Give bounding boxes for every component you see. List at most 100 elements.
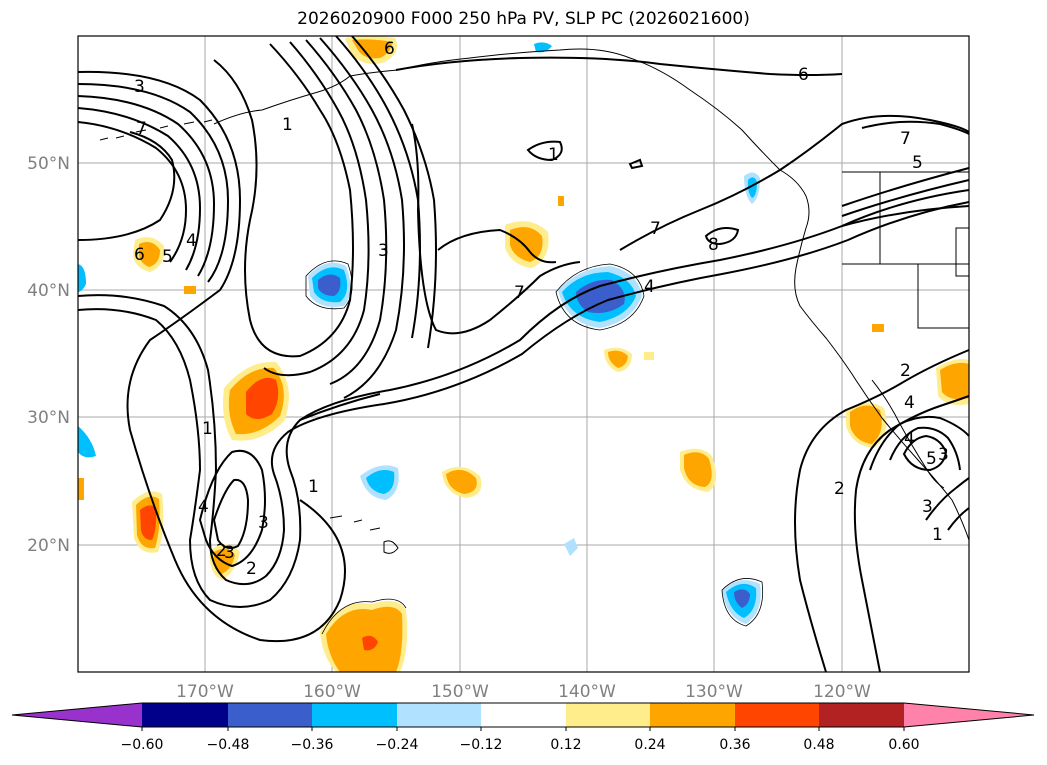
contour-label: 1 xyxy=(548,145,559,165)
pv-outline xyxy=(555,263,645,331)
slp-contour xyxy=(213,43,354,358)
pv-anomaly-positive xyxy=(213,548,235,574)
lon-tick-label: 120°W xyxy=(813,682,871,702)
slp-contour xyxy=(841,167,970,207)
contour-label: 4 xyxy=(904,393,915,413)
lat-tick-label: 20°N xyxy=(27,536,70,556)
pv-anomaly-positive xyxy=(138,242,160,267)
contour-label: 7 xyxy=(514,283,525,303)
pv-anomaly-negative xyxy=(534,42,552,53)
contour-label: 7 xyxy=(650,219,661,239)
pv-anomaly-positive xyxy=(446,469,477,494)
colorbar-tick-label: 0.24 xyxy=(634,737,665,753)
pv-anomaly-negative xyxy=(576,279,625,313)
contour-label: 2 xyxy=(216,541,227,561)
contour-labels: 3 7 1 6 4 7 3 1 3 7 4 8 7 5 6 5 4 1 2 3 … xyxy=(134,39,949,579)
contour-label: 5 xyxy=(926,449,937,469)
slp-contour xyxy=(335,35,421,339)
map-title: 2026020900 F000 250 hPa PV, SLP PC (2026… xyxy=(297,9,750,29)
pv-anomaly-positive xyxy=(608,350,628,368)
colorbar-tick-label: 0.36 xyxy=(719,737,750,753)
aleutian-islands xyxy=(99,119,213,141)
slp-contour xyxy=(77,70,346,643)
contour-label: 1 xyxy=(202,419,213,439)
contour-label: 6 xyxy=(134,245,145,265)
colorbar-swatch xyxy=(819,703,904,727)
colorbar-tick-label: 0.60 xyxy=(888,737,919,753)
pv-anomaly-negative xyxy=(318,274,341,296)
slp-contour xyxy=(947,507,970,531)
colorbar-tick-label: −0.60 xyxy=(121,737,164,753)
baja-california xyxy=(871,379,945,489)
contour-label: 3 xyxy=(258,513,269,533)
slp-contour xyxy=(198,449,266,568)
contour-label: 4 xyxy=(644,277,655,297)
colorbar-swatch xyxy=(142,703,228,727)
colorbar-tick-label: −0.48 xyxy=(207,737,250,753)
slp-contour xyxy=(794,349,970,673)
colorbar-swatch xyxy=(312,703,397,727)
slp-contours xyxy=(77,35,970,673)
slp-contour xyxy=(628,158,644,170)
pv-anomaly-positive xyxy=(362,635,378,651)
pv-anomaly-negative xyxy=(78,426,96,458)
slp-contour xyxy=(526,140,563,162)
pv-anomaly-negative xyxy=(564,538,578,556)
colorbar-tick-label: 0.48 xyxy=(803,737,834,753)
pv-anomaly-positive xyxy=(684,452,712,487)
pv-anomaly-positive xyxy=(78,478,84,500)
slp-contour xyxy=(305,39,388,385)
slp-contour xyxy=(77,83,230,283)
contour-label: 6 xyxy=(798,65,809,85)
contour-label: 4 xyxy=(186,231,197,251)
contour-label: 3 xyxy=(938,445,949,465)
slp-contour xyxy=(841,205,970,227)
contour-label: 3 xyxy=(224,543,235,563)
slp-contour xyxy=(77,189,970,608)
pv-outlines xyxy=(305,260,764,635)
lon-tick-label: 150°W xyxy=(431,682,489,702)
slp-contour xyxy=(437,228,557,264)
colorbar: −0.60 −0.48 −0.36 −0.24 −0.12 0.12 0.24 … xyxy=(11,702,1035,753)
lon-tick-label: 130°W xyxy=(685,682,743,702)
slp-contour xyxy=(411,123,581,335)
slp-contour xyxy=(889,426,961,471)
colorbar-swatch xyxy=(397,703,481,727)
slp-contour xyxy=(77,95,216,277)
slp-contour xyxy=(619,114,970,251)
slp-contour xyxy=(77,131,176,241)
hawaii-island xyxy=(329,515,399,554)
pv-anomaly-positive xyxy=(850,405,882,444)
colorbar-tick-label: −0.36 xyxy=(291,737,334,753)
lat-tick-label: 40°N xyxy=(27,281,70,301)
slp-contour xyxy=(319,37,405,399)
lon-tick-label: 160°W xyxy=(303,682,361,702)
slp-contour xyxy=(212,478,250,549)
slp-contour xyxy=(853,395,970,673)
longitude-labels: 170°W 160°W 150°W 140°W 130°W 120°W xyxy=(176,682,871,702)
contour-label: 3 xyxy=(922,497,933,517)
colorbar-swatch xyxy=(735,703,819,727)
contour-label: 2 xyxy=(900,361,911,381)
north-america-coast xyxy=(794,195,970,541)
contour-label: 4 xyxy=(198,497,209,517)
pv-anomaly-negative xyxy=(734,589,750,608)
pv-outline xyxy=(305,260,353,310)
contour-label: 8 xyxy=(708,235,719,255)
contour-label: 1 xyxy=(932,525,943,545)
pv-anomaly-positive xyxy=(872,324,884,332)
pv-anomaly-positive xyxy=(352,39,392,59)
lat-tick-label: 30°N xyxy=(27,408,70,428)
colorbar-swatch xyxy=(566,703,650,727)
contour-label: 5 xyxy=(912,153,923,173)
contour-label: 3 xyxy=(134,77,145,97)
slp-contour xyxy=(263,41,370,377)
colorbar-swatch xyxy=(481,703,566,727)
pv-outline xyxy=(321,598,407,635)
slp-contour xyxy=(395,56,843,76)
pv-anomaly-negative xyxy=(366,470,395,494)
slp-contour xyxy=(77,107,202,271)
contour-label: 3 xyxy=(378,241,389,261)
contour-label: 7 xyxy=(136,119,147,139)
